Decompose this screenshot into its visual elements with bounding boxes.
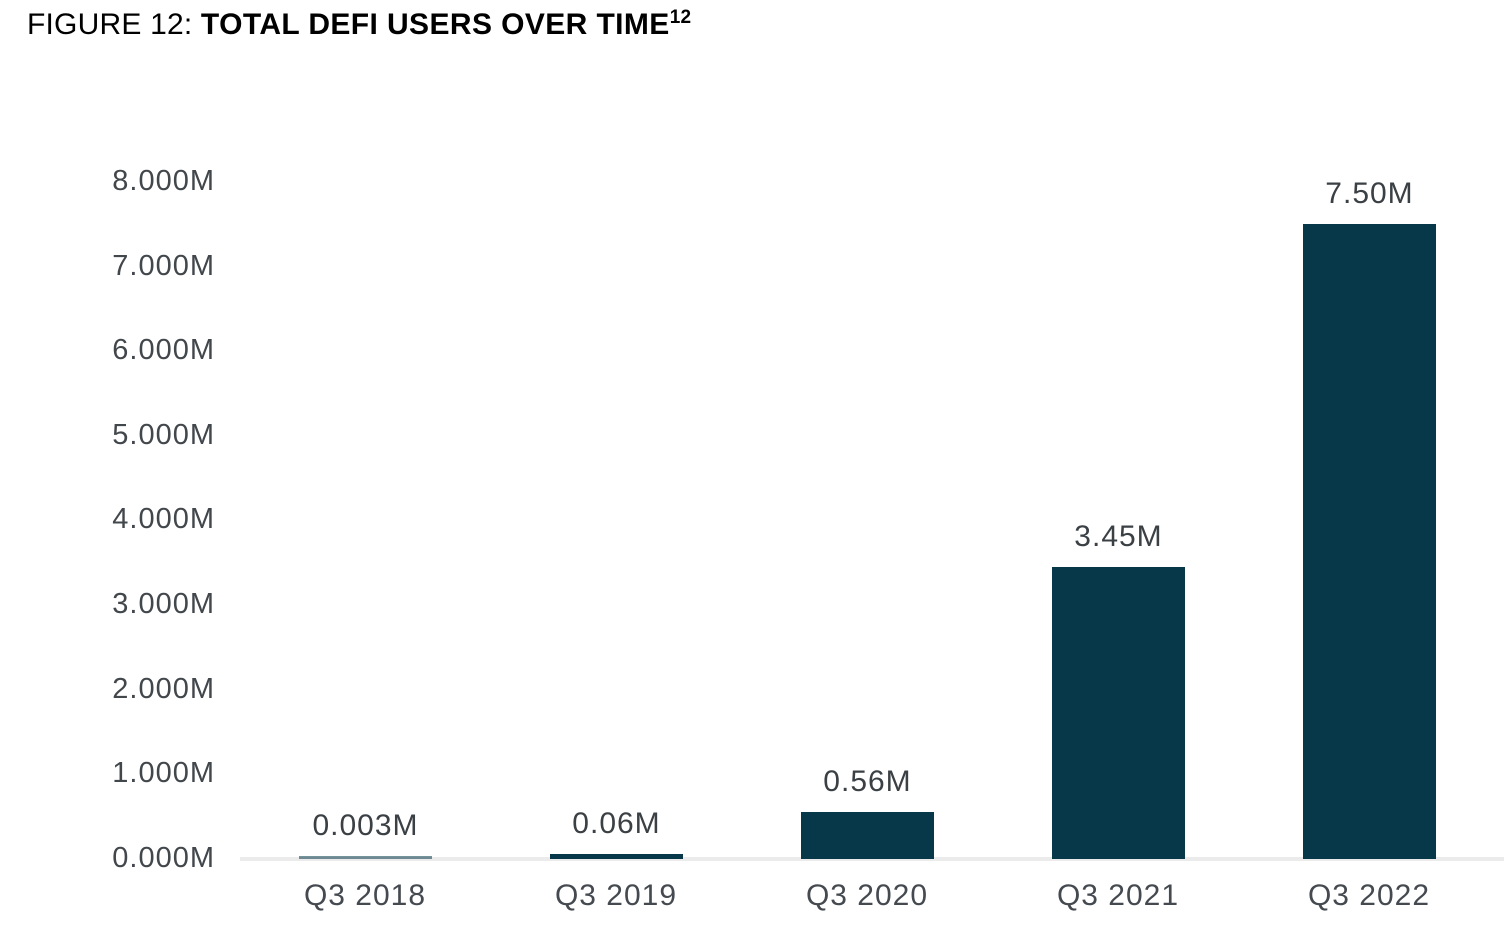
- bar-group-q3-2022: 7.50M: [1303, 119, 1436, 859]
- x-label-q3-2018: Q3 2018: [303, 879, 427, 912]
- figure-heading: TOTAL DEFI USERS OVER TIME: [200, 8, 670, 41]
- bar-q3-2019: [550, 854, 683, 859]
- bar-group-q3-2021: 3.45M: [1052, 119, 1185, 859]
- bar-group-q3-2018: 0.003M: [299, 119, 432, 859]
- bar-q3-2020: [801, 812, 934, 859]
- bar-group-q3-2020: 0.56M: [801, 119, 934, 859]
- bar-group-q3-2019: 0.06M: [550, 119, 683, 859]
- y-tick-1m: 1.000M: [112, 757, 215, 789]
- footnote-ref: 12: [669, 7, 692, 28]
- x-label-q3-2021: Q3 2021: [1056, 879, 1180, 912]
- y-tick-3m: 3.000M: [112, 588, 215, 620]
- y-tick-5m: 5.000M: [112, 419, 215, 451]
- y-tick-8m: 8.000M: [112, 165, 215, 197]
- bar-value-label: 0.003M: [312, 809, 419, 842]
- figure-title: FIGURE 12: TOTAL DEFI USERS OVER TIME12: [27, 8, 691, 42]
- x-label-q3-2022: Q3 2022: [1307, 879, 1431, 912]
- bar-q3-2021: [1052, 567, 1185, 859]
- bar-value-label: 0.56M: [823, 765, 912, 798]
- bar-value-label: 3.45M: [1074, 520, 1163, 553]
- y-tick-7m: 7.000M: [112, 250, 215, 282]
- bar-q3-2018: [299, 856, 432, 859]
- bar-value-label: 7.50M: [1325, 177, 1414, 210]
- y-tick-4m: 4.000M: [112, 503, 215, 535]
- x-label-q3-2020: Q3 2020: [805, 879, 929, 912]
- y-tick-0m: 0.000M: [112, 842, 215, 874]
- figure-number-label: FIGURE 12:: [27, 8, 201, 41]
- y-tick-2m: 2.000M: [112, 673, 215, 705]
- x-label-q3-2019: Q3 2019: [554, 879, 678, 912]
- bar-value-label: 0.06M: [572, 807, 661, 840]
- x-axis-line: [240, 857, 1504, 861]
- y-tick-6m: 6.000M: [112, 334, 215, 366]
- bar-q3-2022: [1303, 224, 1436, 859]
